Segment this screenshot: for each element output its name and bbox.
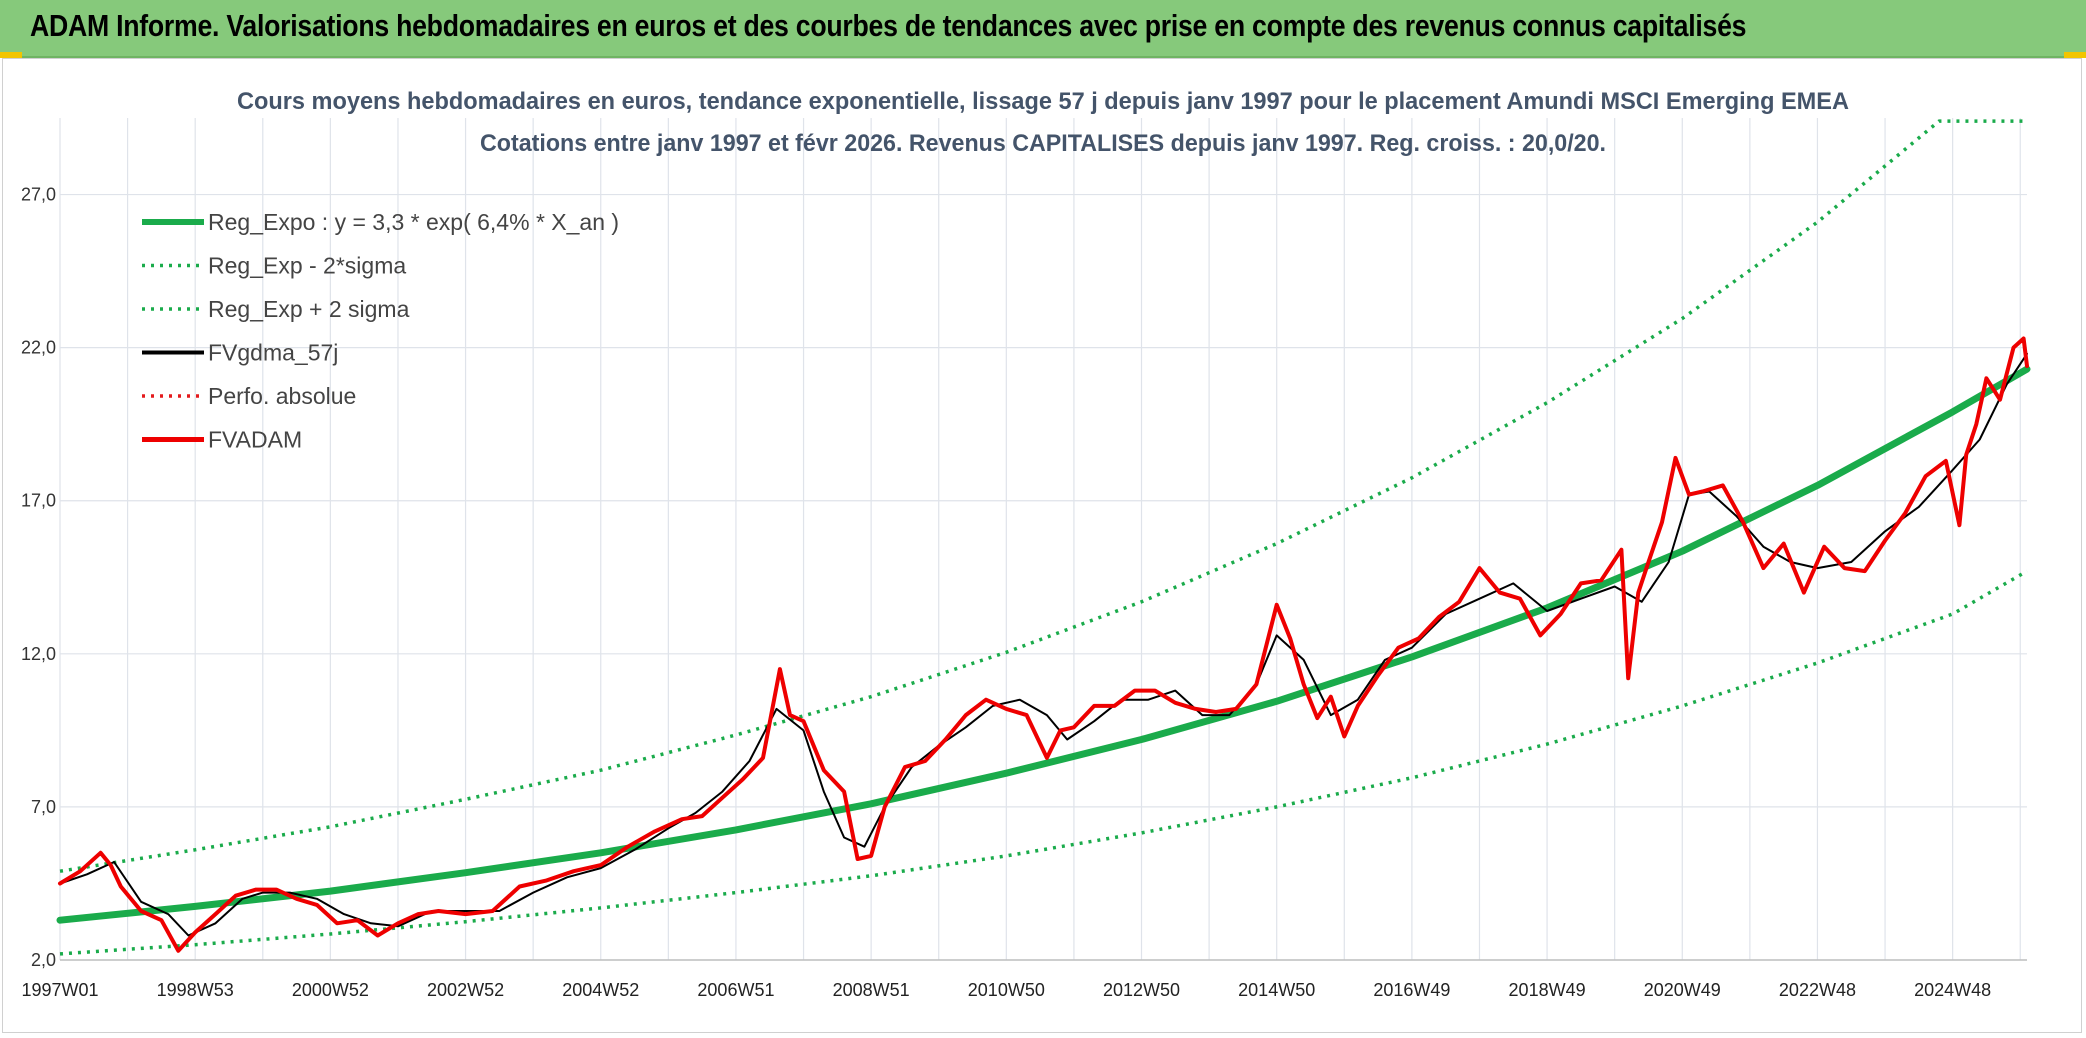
x-tick-label: 1998W53 bbox=[157, 980, 234, 1000]
grid-lines bbox=[59, 118, 2027, 961]
y-tick-label: 17,0 bbox=[21, 491, 56, 511]
x-tick-label: 2020W49 bbox=[1644, 980, 1721, 1000]
y-tick-label: 7,0 bbox=[31, 797, 56, 817]
x-axis: 1997W01 1998W53 2000W52 2002W52 2004W52 2006W… bbox=[21, 959, 2027, 1000]
x-tick-label: 2002W52 bbox=[427, 980, 504, 1000]
x-tick-label: 2016W49 bbox=[1373, 980, 1450, 1000]
x-tick-label: 2004W52 bbox=[562, 980, 639, 1000]
series-line-2 bbox=[59, 119, 2027, 873]
legend-label: Perfo. absolue bbox=[208, 383, 356, 409]
series-line-3 bbox=[59, 352, 2028, 937]
x-tick-label: 2008W51 bbox=[833, 980, 910, 1000]
chart-title: Cours moyens hebdomadaires en euros, ten… bbox=[237, 88, 1849, 115]
x-tick-label: 2022W48 bbox=[1779, 980, 1856, 1000]
y-tick-label: 12,0 bbox=[21, 644, 56, 664]
legend-label: Reg_Exp - 2*sigma bbox=[208, 253, 406, 279]
report-title: ADAM Informe. Valorisations hebdomadaire… bbox=[30, 8, 1747, 43]
x-tick-label: 2014W50 bbox=[1238, 980, 1315, 1000]
series-lines bbox=[56, 119, 2031, 956]
y-tick-label: 2,0 bbox=[31, 950, 56, 970]
x-tick-label: 2010W50 bbox=[968, 980, 1045, 1000]
y-axis: 2,0 7,0 12,0 17,0 22,0 27,0 bbox=[21, 185, 56, 970]
x-tick-label: 2000W52 bbox=[292, 980, 369, 1000]
chart-subtitle: Cotations entre janv 1997 et févr 2026. … bbox=[480, 130, 1606, 157]
legend-label: FVADAM bbox=[208, 427, 302, 453]
legend: Reg_Expo : y = 3,3 * exp( 6,4% * X_an ) R… bbox=[142, 209, 619, 453]
x-tick-label: 2006W51 bbox=[697, 980, 774, 1000]
report-banner: ADAM Informe. Valorisations hebdomadaire… bbox=[0, 0, 2086, 58]
corner-accent-left bbox=[0, 52, 22, 58]
x-tick-label: 2018W49 bbox=[1509, 980, 1586, 1000]
y-tick-label: 22,0 bbox=[21, 338, 56, 358]
y-tick-label: 27,0 bbox=[21, 185, 56, 205]
series-line-0 bbox=[56, 365, 2031, 924]
x-tick-label: 2012W50 bbox=[1103, 980, 1180, 1000]
legend-label: Reg_Expo : y = 3,3 * exp( 6,4% * X_an ) bbox=[208, 209, 619, 235]
series-line-5 bbox=[58, 336, 2029, 953]
x-tick-label: 2024W48 bbox=[1914, 980, 1991, 1000]
legend-label: Reg_Exp + 2 sigma bbox=[208, 296, 410, 322]
corner-accent-right bbox=[2064, 52, 2086, 58]
legend-label: FVgdma_57j bbox=[208, 340, 338, 366]
chart-frame bbox=[2, 58, 2082, 1033]
x-tick-label: 1997W01 bbox=[21, 980, 98, 1000]
